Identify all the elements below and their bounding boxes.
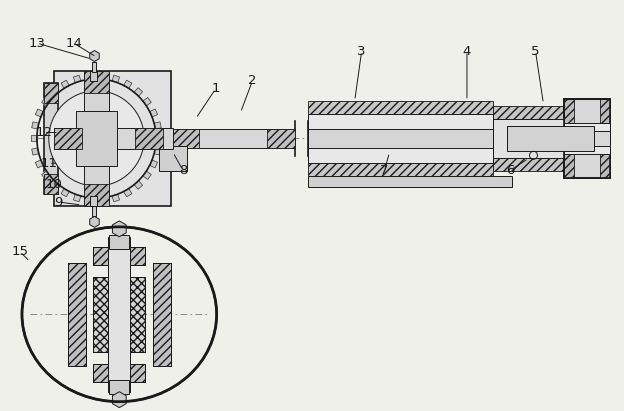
Bar: [109, 235, 129, 249]
Text: 6: 6: [507, 164, 515, 177]
Polygon shape: [112, 75, 120, 83]
Polygon shape: [31, 136, 37, 141]
Bar: [159, 146, 187, 171]
Text: 8: 8: [178, 164, 187, 177]
Bar: [92, 206, 97, 216]
Bar: [109, 237, 130, 392]
Text: 9: 9: [54, 196, 63, 208]
Bar: [153, 263, 171, 366]
Bar: [267, 129, 295, 148]
Polygon shape: [143, 97, 151, 106]
Text: 13: 13: [28, 37, 46, 50]
Text: 1: 1: [212, 82, 220, 95]
Text: 2: 2: [248, 74, 256, 88]
Polygon shape: [154, 122, 161, 129]
Bar: [94, 364, 145, 382]
Polygon shape: [100, 197, 106, 204]
Bar: [94, 247, 145, 265]
Bar: [153, 263, 171, 366]
Circle shape: [49, 91, 144, 186]
Bar: [94, 277, 145, 352]
Polygon shape: [51, 88, 59, 96]
Bar: [600, 99, 610, 178]
Bar: [94, 277, 145, 352]
Bar: [493, 119, 564, 158]
Bar: [135, 127, 163, 149]
Bar: [507, 125, 594, 151]
Polygon shape: [150, 160, 158, 168]
Text: 11: 11: [41, 157, 57, 170]
Bar: [308, 101, 493, 176]
Bar: [574, 131, 610, 146]
Polygon shape: [156, 136, 162, 141]
Text: 7: 7: [380, 164, 389, 177]
Bar: [564, 99, 574, 178]
Bar: [94, 364, 145, 382]
Bar: [171, 129, 295, 148]
Bar: [54, 127, 82, 149]
Bar: [67, 263, 85, 366]
Bar: [67, 263, 85, 366]
Text: 10: 10: [46, 178, 62, 191]
Text: 14: 14: [65, 37, 82, 50]
Bar: [308, 113, 493, 163]
Polygon shape: [112, 194, 120, 202]
Bar: [308, 129, 493, 148]
Bar: [89, 196, 97, 206]
Polygon shape: [100, 73, 106, 79]
Bar: [84, 71, 109, 206]
Bar: [564, 122, 610, 155]
Text: 3: 3: [358, 44, 366, 58]
Polygon shape: [36, 160, 43, 168]
Bar: [109, 380, 129, 394]
Polygon shape: [154, 148, 161, 155]
Text: 15: 15: [11, 245, 29, 258]
Polygon shape: [124, 80, 132, 88]
Polygon shape: [87, 197, 93, 204]
Polygon shape: [32, 148, 39, 155]
Bar: [76, 111, 117, 166]
Bar: [84, 184, 109, 206]
Polygon shape: [61, 189, 69, 197]
Bar: [89, 71, 97, 81]
Bar: [94, 247, 145, 265]
Bar: [564, 99, 610, 178]
Bar: [92, 62, 97, 72]
Bar: [171, 129, 199, 148]
Polygon shape: [51, 181, 59, 189]
Bar: [564, 99, 610, 178]
Text: 12: 12: [36, 126, 52, 139]
Text: 4: 4: [463, 44, 471, 58]
Bar: [54, 71, 171, 206]
Bar: [44, 83, 58, 103]
Polygon shape: [87, 73, 93, 79]
Ellipse shape: [22, 227, 217, 402]
Polygon shape: [134, 181, 142, 189]
Polygon shape: [74, 194, 81, 202]
Bar: [44, 174, 58, 194]
Polygon shape: [124, 189, 132, 197]
Bar: [44, 83, 58, 194]
Polygon shape: [61, 80, 69, 88]
Polygon shape: [42, 171, 50, 179]
Polygon shape: [134, 88, 142, 96]
Polygon shape: [74, 75, 81, 83]
Bar: [308, 176, 512, 187]
Polygon shape: [32, 122, 39, 129]
Text: 5: 5: [531, 44, 540, 58]
Polygon shape: [36, 109, 43, 117]
Bar: [84, 71, 109, 93]
Bar: [54, 127, 173, 149]
Polygon shape: [42, 97, 50, 106]
Bar: [493, 106, 564, 171]
Polygon shape: [150, 109, 158, 117]
Polygon shape: [143, 171, 151, 179]
